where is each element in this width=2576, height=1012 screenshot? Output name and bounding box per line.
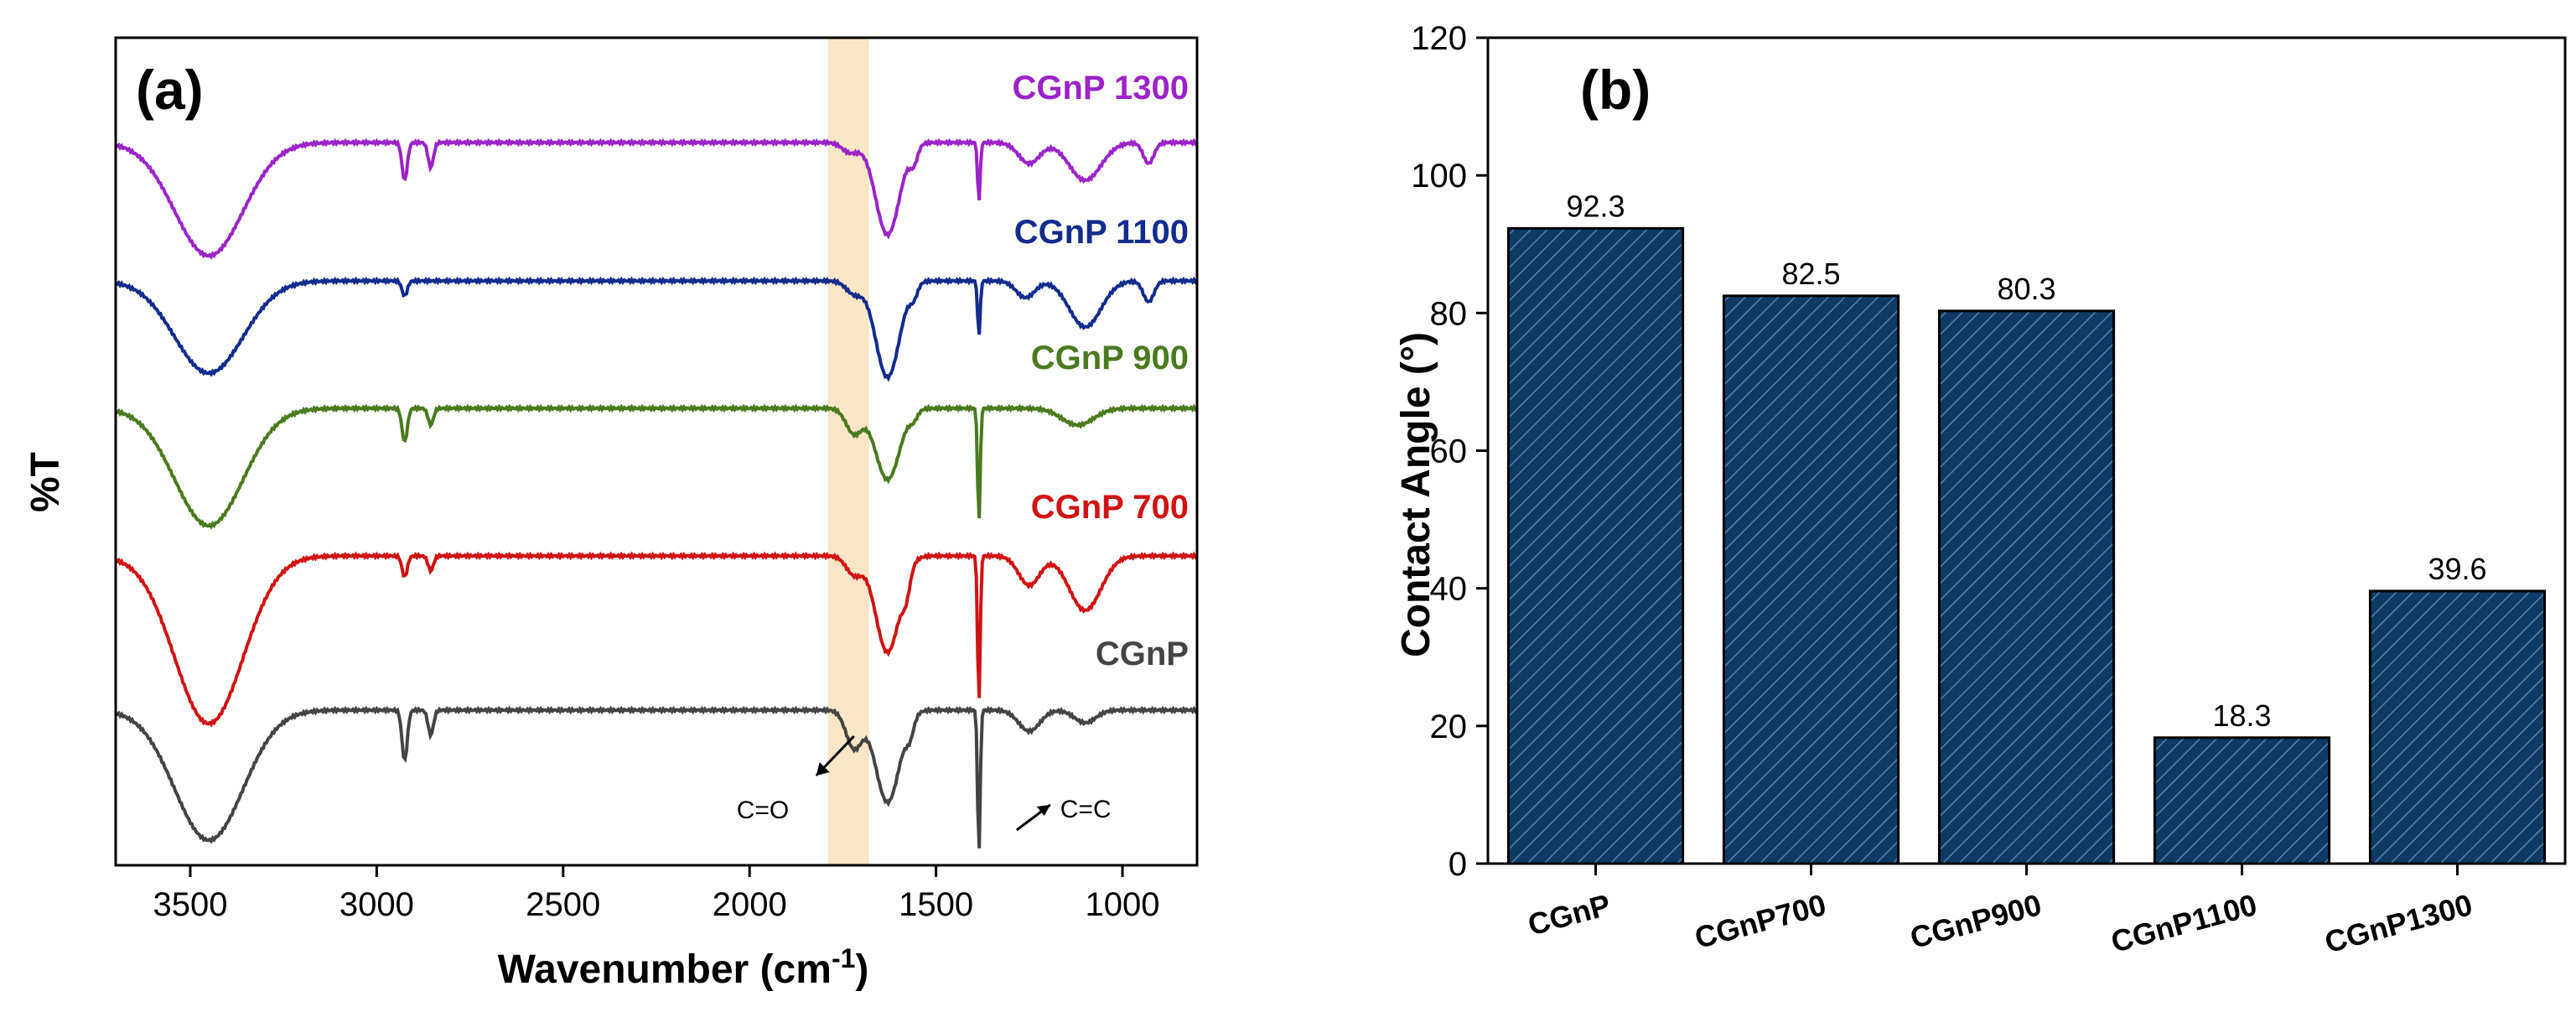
panel-a-label: (a) (136, 59, 204, 121)
category-label: CGnP1100 (2107, 887, 2261, 959)
ftir-spectrum-line (114, 138, 1199, 260)
category-label: CGnP1300 (2321, 887, 2476, 959)
contact-angle-bar (2368, 589, 2547, 865)
category-label: CGnP700 (1691, 887, 1829, 955)
x-tick-label: 1000 (1086, 886, 1160, 923)
y-tick-label: 80 (1430, 295, 1468, 332)
bar-value-label: 82.5 (1781, 257, 1840, 291)
bar-value-label: 92.3 (1566, 189, 1625, 223)
category-label: CGnP (1524, 887, 1614, 942)
carbonyl-highlight-band (827, 38, 869, 865)
y-tick-label: 120 (1411, 20, 1467, 57)
ftir-plot-frame (114, 36, 1199, 867)
panel-b-label: (b) (1580, 59, 1651, 121)
series-label: CGnP 900 (1031, 340, 1189, 376)
ftir-x-axis-title: Wavenumber (cm-1) (498, 943, 869, 992)
bar-y-ticks: 0 20 40 60 80 100 120 (1411, 20, 1488, 883)
x-tick-label: 2500 (526, 886, 600, 923)
y-tick-label: 40 (1430, 571, 1468, 608)
contact-angle-panel: 92.3 82.5 80.3 18.3 39.6 0 20 40 60 80 100 120 CGn… (1394, 20, 2567, 959)
c-c-annotation: C=C (1060, 796, 1112, 823)
bar-value-label: 80.3 (1997, 272, 2055, 306)
ftir-series-group (114, 138, 1199, 849)
contact-angle-bar (1506, 226, 1685, 865)
category-label: CGnP900 (1906, 887, 2045, 955)
y-tick-label: 100 (1411, 158, 1467, 195)
ftir-spectrum-line (114, 551, 1199, 728)
ftir-y-axis-title: %T (23, 452, 68, 512)
bar-x-categories: CGnP CGnP700 CGnP900 CGnP1100 CGnP1300 (1524, 864, 2476, 959)
x-tick-label: 1500 (899, 886, 973, 923)
y-tick-label: 0 (1449, 846, 1467, 883)
series-label: CGnP (1096, 636, 1189, 672)
c-o-arrowhead (816, 762, 830, 776)
ftir-annotations: C=O C=C (737, 734, 1112, 832)
ftir-panel: 3500 3000 2500 2000 1500 1000 (a) %T Wavenumb… (23, 36, 1199, 992)
y-tick-label: 20 (1430, 708, 1468, 745)
x-tick-label: 3000 (339, 886, 414, 923)
bar-value-label: 39.6 (2428, 552, 2486, 586)
series-label: CGnP 700 (1031, 489, 1189, 526)
ftir-spectrum-line (114, 403, 1199, 530)
contact-angle-bar (2153, 736, 2331, 865)
y-tick-label: 60 (1430, 433, 1468, 470)
ftir-spectrum-line (114, 705, 1199, 849)
ftir-series-labels: CGnP 1300 CGnP 1100 CGnP 900 CGnP 700 CGnP (1013, 70, 1190, 672)
series-label: CGnP 1300 (1013, 70, 1190, 106)
contact-angle-bars: 92.3 82.5 80.3 18.3 39.6 (1506, 189, 2547, 865)
series-label: CGnP 1100 (1014, 214, 1189, 251)
c-o-annotation: C=O (737, 797, 790, 824)
ftir-x-ticks: 3500 3000 2500 2000 1500 1000 (153, 865, 1160, 923)
contact-angle-bar (1722, 294, 1900, 865)
c-c-arrowhead (1036, 805, 1050, 816)
ftir-spectrum-line (114, 276, 1199, 382)
x-tick-label: 3500 (153, 886, 227, 923)
bar-value-label: 18.3 (2212, 698, 2271, 733)
contact-angle-bar (1937, 309, 2116, 865)
x-axis-superscript: -1 (832, 943, 855, 973)
x-tick-label: 2000 (713, 886, 787, 923)
bar-y-axis-title: Contact Angle (°) (1394, 332, 1438, 657)
